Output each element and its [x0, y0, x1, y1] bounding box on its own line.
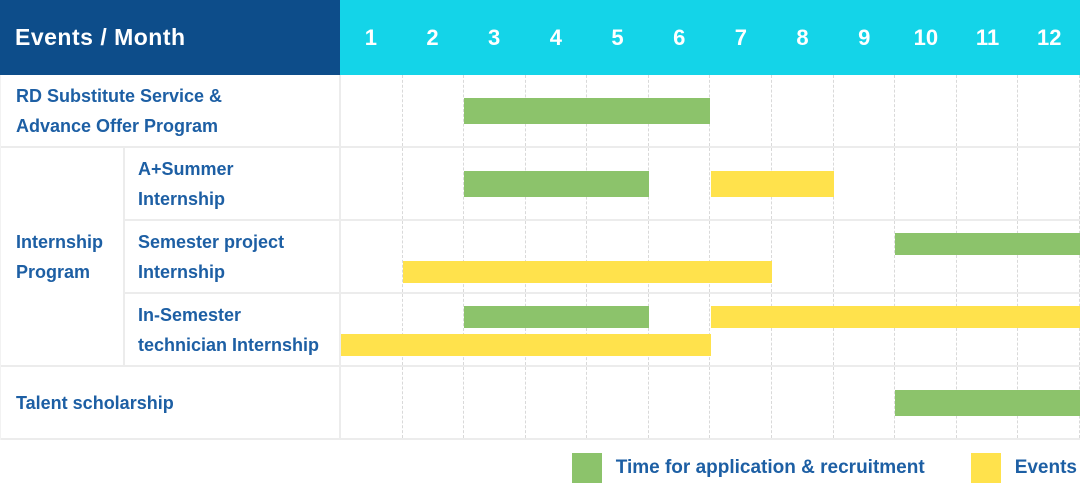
chart-row: [341, 75, 1080, 148]
month-column: [403, 148, 465, 219]
month-column: [526, 367, 588, 438]
month-header-row: 1 2 3 4 5 6 7 8 9 10 11 12: [340, 0, 1080, 75]
bar-event: [710, 306, 1080, 328]
bar-application: [464, 98, 711, 124]
month-column: [1018, 75, 1080, 146]
month-label-11: 11: [975, 24, 1000, 50]
month-label-5: 5: [611, 24, 624, 50]
month-column: [772, 221, 834, 292]
bar-application: [895, 233, 1080, 255]
month-column: [341, 221, 403, 292]
month-column: [649, 294, 711, 365]
month-column: [403, 294, 465, 365]
chart-row: [341, 367, 1080, 440]
month-column: [834, 221, 896, 292]
month-column: [895, 148, 957, 219]
month-column: [1018, 221, 1080, 292]
gantt-body: RD Substitute Service & Advance Offer Pro…: [0, 75, 1080, 440]
month-column: [341, 294, 403, 365]
month-column: [710, 367, 773, 438]
month-label-4: 4: [549, 24, 562, 50]
table-header: Events / Month 1 2 3 4 5 6 7 8 9 10 11 12: [0, 0, 1080, 75]
legend-label-event: Events: [1014, 457, 1077, 478]
month-column: [895, 221, 957, 292]
legend: Time for application & recruitment Events: [0, 453, 1080, 483]
month-column: [526, 294, 588, 365]
month-label-12: 12: [1036, 24, 1062, 50]
bar-event: [402, 261, 773, 283]
month-column: [464, 221, 526, 292]
month-column: [957, 148, 1019, 219]
bar-application: [464, 171, 649, 197]
month-column: [587, 221, 649, 292]
month-column: [403, 221, 465, 292]
chart-row: [341, 221, 1080, 294]
month-column: [710, 221, 773, 292]
bar-application: [464, 306, 649, 328]
month-column: [649, 221, 711, 292]
month-column: [710, 75, 773, 146]
row-label: Talent scholarship: [1, 367, 341, 440]
legend-label-application: Time for application & recruitment: [615, 457, 925, 478]
month-column: [957, 221, 1019, 292]
month-column: [895, 294, 957, 365]
month-column: [1018, 294, 1080, 365]
legend-swatch-event: [970, 453, 1001, 483]
month-column: [772, 294, 834, 365]
month-label-6: 6: [673, 24, 686, 50]
month-label-7: 7: [734, 24, 747, 50]
month-column: [895, 75, 957, 146]
legend-swatch-application: [571, 453, 602, 483]
month-column: [464, 367, 526, 438]
month-column: [587, 294, 649, 365]
month-column: [834, 294, 896, 365]
month-column: [403, 367, 465, 438]
row-label: Semester project Internship: [125, 221, 341, 294]
month-column: [834, 75, 896, 146]
month-column: [464, 294, 526, 365]
month-label-10: 10: [913, 24, 939, 50]
month-column: [710, 294, 773, 365]
month-column: [341, 148, 403, 219]
row-label: A+Summer Internship: [125, 148, 341, 221]
month-column: [834, 367, 896, 438]
month-column: [587, 367, 649, 438]
bar-event: [710, 171, 834, 197]
month-column: [649, 367, 711, 438]
month-column: [341, 75, 403, 146]
month-label-8: 8: [796, 24, 809, 50]
month-label-3: 3: [488, 24, 501, 50]
row-label: In-Semester technician Internship: [125, 294, 341, 367]
group-label: Internship Program: [1, 148, 125, 367]
legend-item-application: Time for application & recruitment: [571, 453, 925, 483]
month-label-9: 9: [858, 24, 871, 50]
month-label-2: 2: [426, 24, 439, 50]
chart-row: [341, 294, 1080, 367]
month-column: [772, 367, 834, 438]
month-column: [834, 148, 896, 219]
month-column: [341, 367, 403, 438]
month-column: [1018, 148, 1080, 219]
bar-event: [341, 334, 711, 356]
month-column: [957, 75, 1019, 146]
bar-application: [895, 390, 1080, 416]
chart-row: [341, 148, 1080, 221]
table-title: Events / Month: [0, 0, 340, 75]
month-label-1: 1: [364, 24, 377, 50]
month-column: [772, 75, 834, 146]
row-label: RD Substitute Service & Advance Offer Pro…: [1, 75, 341, 148]
legend-item-event: Events: [970, 453, 1077, 483]
month-column: [957, 294, 1019, 365]
month-column: [403, 75, 465, 146]
month-column: [526, 221, 588, 292]
month-column: [649, 148, 711, 219]
